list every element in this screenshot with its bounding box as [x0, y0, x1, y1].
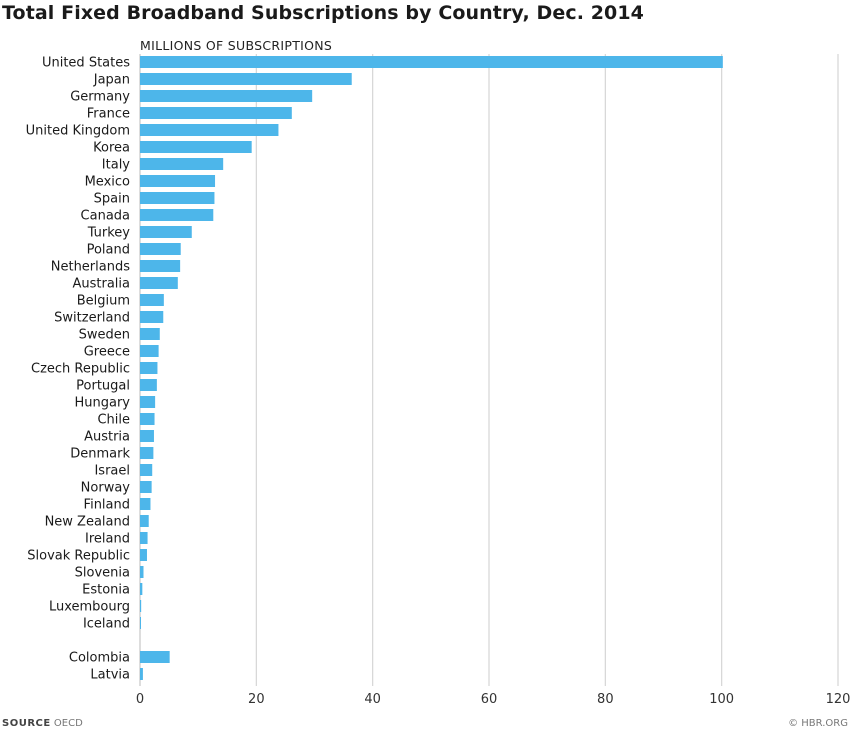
bar	[140, 413, 155, 425]
bar	[140, 617, 141, 629]
bar	[140, 141, 252, 153]
category-label: Norway	[81, 481, 131, 496]
category-label: Australia	[72, 277, 130, 292]
bar	[140, 328, 160, 340]
bar	[140, 566, 144, 578]
category-label: Luxembourg	[49, 600, 130, 615]
category-label: Spain	[94, 192, 130, 207]
unit-label: MILLIONS OF SUBSCRIPTIONS	[140, 38, 332, 53]
x-tick-label: 60	[481, 692, 498, 707]
bar	[140, 464, 153, 476]
bar	[140, 481, 152, 493]
bar	[140, 158, 224, 170]
bar	[140, 294, 164, 306]
bar	[140, 447, 154, 459]
category-label: Estonia	[82, 583, 130, 598]
bar	[140, 243, 181, 255]
bar	[140, 277, 178, 289]
x-tick-label: 0	[136, 692, 144, 707]
x-tick-label: 80	[597, 692, 614, 707]
category-label: Ireland	[85, 532, 130, 547]
category-label: New Zealand	[45, 515, 130, 530]
category-label: Sweden	[79, 328, 130, 343]
category-label: Turkey	[87, 226, 131, 241]
credit: © HBR.ORG	[788, 718, 848, 729]
category-label: Austria	[84, 430, 130, 445]
category-label: Latvia	[90, 668, 130, 683]
bar	[140, 192, 215, 204]
source-note: SOURCE OECD	[2, 718, 83, 729]
bar	[140, 90, 313, 102]
bar	[140, 260, 181, 272]
bar	[140, 515, 149, 527]
bar	[140, 498, 151, 510]
chart-title: Total Fixed Broadband Subscriptions by C…	[2, 2, 645, 24]
bar	[140, 345, 159, 357]
source-label: SOURCE	[2, 718, 51, 729]
category-label: Colombia	[69, 651, 130, 666]
category-label: Korea	[93, 141, 130, 156]
bar	[140, 549, 147, 561]
category-label: Slovenia	[75, 566, 130, 581]
bar	[140, 668, 143, 680]
category-label: Belgium	[77, 294, 130, 309]
category-label: Portugal	[76, 379, 130, 394]
bar	[140, 379, 157, 391]
bar	[140, 583, 143, 595]
bar	[140, 396, 156, 408]
category-label: Italy	[102, 158, 131, 173]
category-label: Netherlands	[51, 260, 130, 275]
bar	[140, 362, 158, 374]
category-label: Greece	[84, 345, 130, 360]
bar	[140, 226, 192, 238]
category-label: Japan	[93, 73, 130, 88]
category-label: Iceland	[83, 617, 130, 632]
category-label: Poland	[87, 243, 130, 258]
category-label: France	[87, 107, 130, 122]
category-label: United States	[42, 56, 130, 71]
bar	[140, 73, 352, 85]
category-label: Germany	[70, 90, 130, 105]
category-label: Czech Republic	[31, 362, 130, 377]
category-label: Finland	[84, 498, 130, 513]
category-label: Slovak Republic	[27, 549, 130, 564]
x-tick-label: 40	[364, 692, 381, 707]
bar	[140, 209, 214, 221]
bar	[140, 430, 154, 442]
category-label: Israel	[94, 464, 130, 479]
bar	[140, 651, 170, 663]
category-label: Denmark	[70, 447, 130, 462]
category-label: Chile	[97, 413, 130, 428]
bar	[140, 107, 292, 119]
category-label: Hungary	[74, 396, 130, 411]
bar	[140, 532, 148, 544]
category-label: Switzerland	[54, 311, 130, 326]
x-tick-label: 100	[709, 692, 734, 707]
bar	[140, 175, 216, 187]
source-value: OECD	[53, 718, 83, 729]
category-label: Canada	[81, 209, 130, 224]
bar	[140, 124, 279, 136]
category-label: Mexico	[85, 175, 130, 190]
bar	[140, 600, 142, 612]
x-tick-label: 20	[248, 692, 265, 707]
category-label: United Kingdom	[26, 124, 130, 139]
bar	[140, 311, 164, 323]
x-tick-label: 120	[826, 692, 851, 707]
bar	[140, 56, 723, 68]
